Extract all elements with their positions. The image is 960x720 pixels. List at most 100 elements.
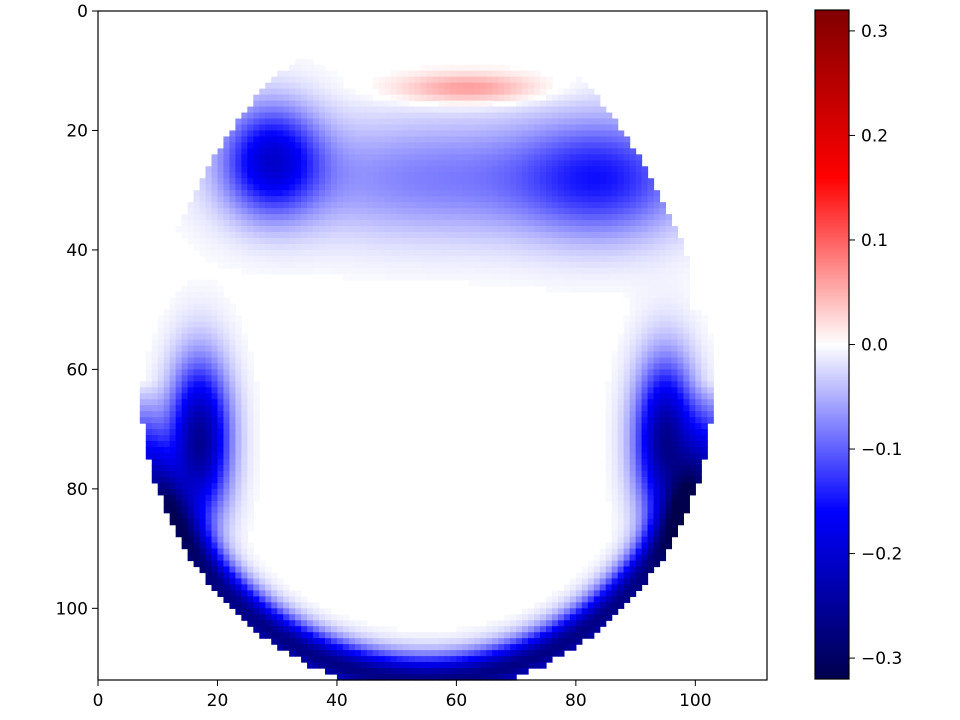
heatmap-cell: [342, 220, 350, 227]
heatmap-cell: [324, 70, 332, 78]
heatmap-cell: [641, 261, 649, 269]
heatmap-cell: [420, 668, 428, 675]
heatmap-cell: [557, 626, 565, 633]
heatmap-cell: [551, 178, 559, 185]
heatmap-cell: [599, 106, 607, 114]
heatmap-cell: [468, 142, 475, 149]
heatmap-cell: [480, 638, 487, 645]
heatmap-cell: [605, 411, 613, 418]
heatmap-cell: [432, 136, 440, 144]
heatmap-cell: [175, 423, 183, 430]
heatmap-cell: [575, 590, 583, 597]
heatmap-cell: [593, 273, 601, 281]
heatmap-cell: [313, 124, 320, 132]
heatmap-cell: [641, 542, 649, 550]
heatmap-cell: [641, 202, 649, 209]
heatmap-cell: [569, 279, 577, 287]
heatmap-cell: [217, 196, 225, 203]
heatmap-cell: [426, 255, 434, 263]
heatmap-cell: [193, 243, 201, 251]
heatmap-cell: [480, 142, 487, 149]
heatmap-cell: [313, 64, 320, 72]
heatmap-cell: [504, 626, 511, 633]
heatmap-cell: [575, 94, 583, 102]
heatmap-cell: [295, 620, 302, 627]
heatmap-cell: [480, 656, 487, 663]
heatmap-cell: [534, 267, 541, 275]
heatmap-cell: [277, 632, 284, 639]
heatmap-cell: [659, 399, 667, 406]
heatmap-cell: [348, 650, 356, 657]
heatmap-cell: [229, 243, 236, 251]
heatmap-cell: [307, 214, 314, 221]
heatmap-cell: [581, 285, 589, 293]
heatmap-cell: [307, 614, 314, 621]
heatmap-cell: [402, 94, 410, 102]
heatmap-cell: [623, 267, 631, 275]
heatmap-cell: [372, 142, 380, 149]
heatmap-cell: [223, 560, 231, 568]
heatmap-cell: [420, 226, 428, 233]
heatmap-cell: [581, 190, 589, 197]
heatmap-cell: [324, 190, 332, 197]
heatmap-cell: [348, 88, 356, 96]
heatmap-cell: [217, 464, 225, 472]
y-tick-label: 60: [66, 360, 88, 380]
heatmap-cell: [540, 255, 547, 263]
heatmap-cell: [199, 184, 207, 191]
heatmap-cell: [319, 267, 326, 275]
heatmap-cell: [635, 506, 643, 514]
heatmap-cell: [342, 130, 350, 138]
heatmap-cell: [289, 255, 296, 263]
heatmap-cell: [623, 399, 631, 406]
heatmap-cell: [551, 160, 559, 167]
heatmap-cell: [653, 279, 661, 287]
heatmap-cell: [635, 381, 643, 388]
heatmap-cell: [504, 88, 511, 96]
x-tick-label: 0: [93, 691, 104, 711]
heatmap-cell: [253, 608, 260, 615]
heatmap-cell: [528, 614, 535, 621]
heatmap-cell: [313, 267, 320, 275]
heatmap-cell: [175, 500, 183, 508]
colorbar-tick-label: −0.3: [861, 649, 902, 669]
heatmap-cell: [617, 363, 625, 370]
heatmap-cell: [187, 357, 195, 365]
heatmap-cell: [229, 453, 236, 460]
heatmap-cell: [247, 118, 254, 126]
heatmap-cell: [259, 261, 266, 269]
heatmap-cell: [408, 243, 416, 251]
heatmap-cell: [241, 405, 248, 412]
heatmap-cell: [629, 321, 637, 329]
heatmap-cell: [659, 321, 667, 329]
heatmap-cell: [295, 626, 302, 633]
heatmap-cell: [677, 333, 684, 341]
heatmap-cell: [378, 118, 386, 126]
heatmap-cell: [253, 614, 260, 621]
heatmap-cell: [707, 405, 714, 412]
heatmap-cell: [647, 339, 655, 347]
heatmap-cell: [145, 363, 153, 370]
heatmap-cell: [653, 243, 661, 251]
heatmap-cell: [522, 94, 529, 102]
heatmap-cell: [623, 232, 631, 239]
heatmap-cell: [295, 58, 302, 66]
heatmap-cell: [647, 345, 655, 353]
heatmap-cell: [659, 494, 667, 502]
heatmap-cell: [635, 393, 643, 400]
heatmap-cell: [641, 237, 649, 245]
heatmap-cell: [617, 255, 625, 263]
heatmap-cell: [193, 303, 201, 311]
heatmap-cell: [563, 614, 571, 621]
heatmap-cell: [247, 363, 254, 370]
heatmap-cell: [623, 172, 631, 179]
heatmap-cell: [707, 369, 714, 376]
heatmap-cell: [665, 417, 673, 424]
heatmap-cell: [193, 226, 201, 233]
x-tick-label: 100: [679, 691, 711, 711]
heatmap-cell: [414, 136, 422, 144]
heatmap-cell: [653, 297, 661, 305]
heatmap-cell: [677, 464, 684, 472]
heatmap-cell: [641, 488, 649, 496]
heatmap: [139, 58, 714, 681]
